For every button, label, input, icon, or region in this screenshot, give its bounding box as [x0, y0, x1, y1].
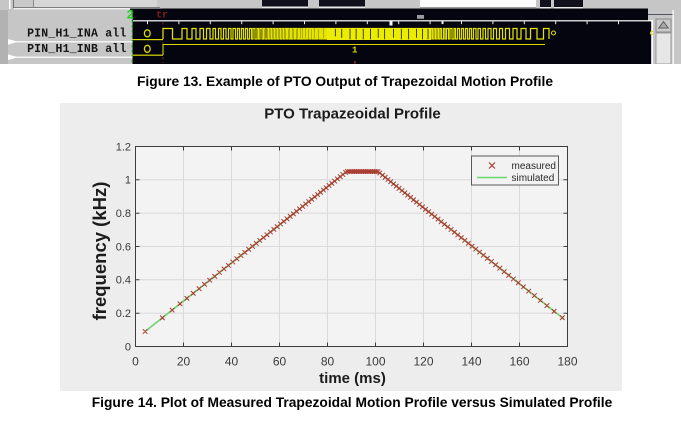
svg-text:simulated: simulated: [512, 173, 555, 184]
svg-text:160: 160: [509, 355, 529, 369]
svg-text:0.8: 0.8: [116, 208, 131, 220]
svg-text:0.6: 0.6: [116, 241, 131, 253]
svg-text:frequency (kHz): frequency (kHz): [89, 182, 110, 321]
svg-text:1.2: 1.2: [116, 141, 131, 153]
svg-text:PIN_H1_INB all: PIN_H1_INB all: [27, 43, 126, 56]
svg-text:measured: measured: [512, 161, 556, 172]
svg-text:0: 0: [132, 355, 139, 369]
svg-text:1: 1: [352, 46, 358, 56]
svg-text:1: 1: [125, 175, 131, 187]
svg-text:60: 60: [273, 355, 287, 369]
svg-text:0.4: 0.4: [116, 275, 131, 287]
svg-text:40: 40: [225, 355, 239, 369]
svg-text:180: 180: [557, 355, 577, 369]
svg-text:140: 140: [461, 355, 481, 369]
svg-text:120: 120: [413, 355, 433, 369]
svg-text:2: 2: [127, 9, 135, 23]
svg-text:time (ms): time (ms): [319, 370, 386, 387]
svg-text:20: 20: [177, 355, 191, 369]
svg-text:80: 80: [321, 355, 335, 369]
svg-text:100: 100: [365, 355, 385, 369]
svg-text:PIN_H1_INA all: PIN_H1_INA all: [27, 28, 126, 41]
svg-text:0.2: 0.2: [116, 308, 131, 320]
svg-text:PTO Trapazeoidal Profile: PTO Trapazeoidal Profile: [264, 106, 440, 123]
svg-text:0: 0: [125, 341, 131, 353]
svg-text:tr: tr: [156, 11, 168, 22]
